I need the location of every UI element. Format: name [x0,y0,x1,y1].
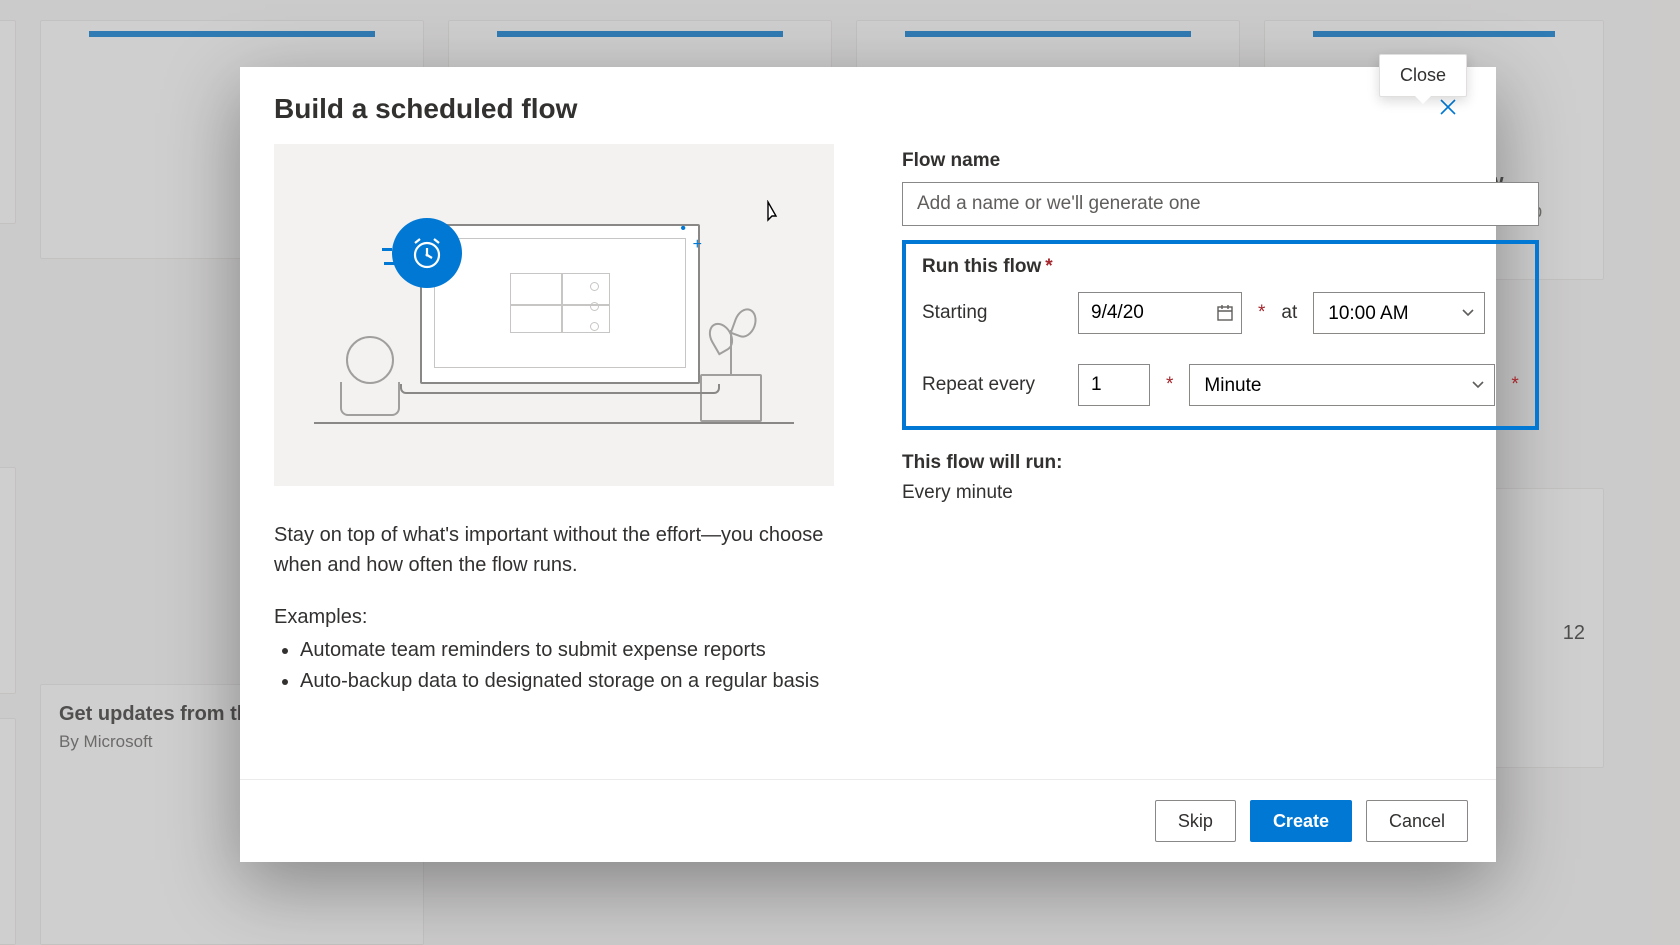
close-button[interactable] [1434,93,1462,126]
example-item: Automate team reminders to submit expens… [300,635,834,666]
skip-button[interactable]: Skip [1155,800,1236,842]
flow-name-input[interactable] [902,182,1539,226]
dialog-title: Build a scheduled flow [274,93,1434,125]
required-asterisk: * [1511,374,1518,396]
scheduled-flow-dialog: Close Build a scheduled flow •+ [240,67,1496,862]
repeat-interval-input[interactable] [1078,364,1150,406]
repeat-row: Repeat every * Minute * [922,364,1519,406]
required-asterisk: * [1166,374,1173,396]
run-summary-heading: This flow will run: [902,452,1539,474]
flow-name-label: Flow name [902,150,1539,172]
dialog-description: Stay on top of what's important without … [274,520,834,580]
cancel-button[interactable]: Cancel [1366,800,1468,842]
clock-icon [392,218,462,288]
close-icon [1438,97,1458,117]
create-button[interactable]: Create [1250,800,1352,842]
run-summary-text: Every minute [902,482,1539,504]
repeat-unit-select[interactable]: Minute [1189,364,1495,406]
dialog-form: Flow name Run this flow* Starting * at [902,144,1539,779]
run-flow-label: Run this flow* [922,256,1519,278]
examples-heading: Examples: [274,606,834,629]
illustration: •+ [274,144,834,486]
example-item: Auto-backup data to designated storage o… [300,666,834,697]
dialog-footer: Skip Create Cancel [240,779,1496,862]
starting-row: Starting * at 10:00 AM [922,292,1519,334]
dialog-left-pane: •+ Stay on top of what's important witho… [274,144,834,779]
close-tooltip: Close [1379,54,1467,97]
at-label: at [1281,302,1297,324]
start-date-input[interactable] [1078,292,1242,334]
run-summary: This flow will run: Every minute [902,452,1539,504]
required-asterisk: * [1258,302,1265,324]
start-time-select[interactable]: 10:00 AM [1313,292,1485,334]
starting-label: Starting [922,302,1062,324]
repeat-label: Repeat every [922,374,1062,396]
examples-list: Automate team reminders to submit expens… [274,635,834,697]
schedule-highlight-box: Run this flow* Starting * at 10:00 AM [902,240,1539,430]
